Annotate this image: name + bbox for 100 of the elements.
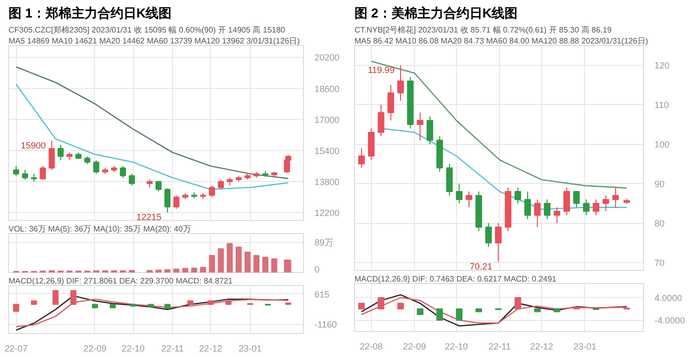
bar	[200, 266, 206, 272]
y-tick-label: -1160	[314, 320, 337, 330]
bar	[475, 308, 482, 312]
bar	[397, 302, 404, 310]
bar	[173, 268, 180, 272]
x-tick-label: 22-11	[161, 344, 184, 354]
x-tick-label: 22-10	[122, 344, 145, 354]
chart-title: 图 1：郑棉主力合约日K线图	[8, 6, 172, 20]
candlestick	[554, 206, 560, 224]
candlestick	[592, 198, 600, 216]
bar	[456, 308, 462, 321]
line-series	[370, 60, 628, 189]
candlestick	[602, 195, 610, 212]
candlestick	[208, 185, 215, 198]
line-series	[16, 84, 289, 190]
candlestick	[612, 187, 619, 208]
candlestick	[13, 166, 20, 176]
chart-title: 图 2：美棉主力合约日K线图	[354, 6, 518, 20]
bar	[226, 243, 233, 272]
y-tick-label: 20200	[314, 52, 340, 63]
y-tick-label: 615	[314, 289, 330, 300]
bar	[534, 308, 541, 312]
y-tick-label: 12200	[314, 208, 340, 218]
bar	[128, 270, 135, 272]
annotation: 15900	[20, 140, 46, 150]
candlestick	[466, 191, 472, 208]
y-tick-label: 4.0000	[654, 293, 682, 304]
bar	[436, 308, 443, 321]
bar	[156, 270, 162, 272]
y-tick-label: 17000	[314, 114, 340, 125]
x-tick-label: 22-10	[444, 342, 468, 352]
candlestick	[156, 180, 162, 192]
x-tick-label: 22-09	[83, 344, 106, 354]
candlestick	[164, 188, 170, 213]
candlestick	[524, 191, 531, 220]
x-tick-label: 22-12	[199, 344, 222, 354]
annotation: 119.99	[368, 64, 395, 75]
candlestick	[378, 104, 384, 137]
bar	[92, 304, 98, 308]
candlestick	[358, 148, 365, 168]
candlestick	[426, 116, 434, 145]
candlestick	[128, 173, 135, 186]
text: MA5 86.42 MA10 86.08 MA20 84.73 MA60 84.00 MA120 88.88 2023/01/31(126日)	[354, 36, 648, 46]
bar	[110, 304, 116, 308]
bar	[146, 270, 153, 272]
candlestick	[58, 144, 64, 161]
candlestick	[368, 128, 375, 160]
candlestick	[495, 222, 502, 262]
candlestick	[388, 84, 394, 121]
bar	[218, 248, 224, 272]
bar	[416, 308, 424, 316]
x-tick-label: 22-07	[4, 344, 28, 354]
candlestick	[416, 112, 424, 141]
bar	[164, 269, 170, 272]
candlestick	[544, 198, 550, 220]
y-tick-label: 100	[654, 140, 670, 150]
y-tick-label: 15400	[314, 146, 340, 156]
candlestick	[40, 166, 46, 180]
bar	[182, 268, 188, 272]
candlestick	[48, 140, 55, 170]
annotation: MACD(12,26,9) DIF: 0.7463 DEA: 0.6217 MACD: 0.2491	[354, 274, 557, 284]
bar	[262, 256, 268, 272]
x-tick-label: 22-11	[488, 342, 511, 352]
candlestick	[397, 64, 404, 102]
candlestick	[485, 222, 492, 248]
y-tick-label: 110	[654, 100, 669, 110]
y-tick-label: 89万	[314, 237, 334, 248]
bar	[244, 252, 251, 272]
annotation: VOL: 36万 MA(5): 36万 MA(10): 35万 MA(20): 40万	[8, 224, 191, 234]
bar	[30, 300, 37, 305]
candlestick	[456, 183, 462, 204]
candlestick	[563, 187, 570, 216]
x-tick-label: 22-08	[360, 342, 383, 352]
bar	[148, 304, 154, 308]
annotation: 70.21	[470, 261, 492, 272]
candlestick	[173, 194, 180, 210]
bar	[52, 290, 59, 305]
y-tick-label: 70	[654, 258, 665, 268]
x-tick-label: 22-09	[403, 342, 426, 352]
y-tick-label: 120	[654, 60, 670, 71]
y-tick-label: 0	[314, 264, 320, 274]
x-tick-label: 22-12	[530, 342, 554, 352]
y-tick-label: 13800	[314, 177, 340, 188]
bar	[358, 302, 365, 310]
y-tick-label: 80	[654, 218, 665, 229]
x-tick-label: 23-01	[238, 344, 262, 354]
line-series	[16, 66, 289, 180]
annotation: 12215	[136, 212, 162, 222]
y-tick-label: 18600	[314, 84, 340, 94]
bar	[191, 268, 198, 272]
x-tick-label: 23-01	[573, 342, 596, 352]
candlestick	[120, 166, 126, 178]
annotation: MACD(12,26,9) DIF: 271.8061 DEA: 229.3700 MACD: 84.8721	[8, 276, 234, 286]
candlestick	[514, 187, 522, 204]
candlestick	[218, 179, 224, 190]
y-tick-label: -4.0000	[654, 316, 686, 326]
candlestick	[93, 160, 100, 174]
candlestick	[446, 163, 453, 196]
text: CF305.CZC[郑棉2305] 2023/01/31 收 15095 幅 0.60%(90) 开 14905 高 15180	[8, 26, 286, 34]
bar	[554, 308, 560, 312]
